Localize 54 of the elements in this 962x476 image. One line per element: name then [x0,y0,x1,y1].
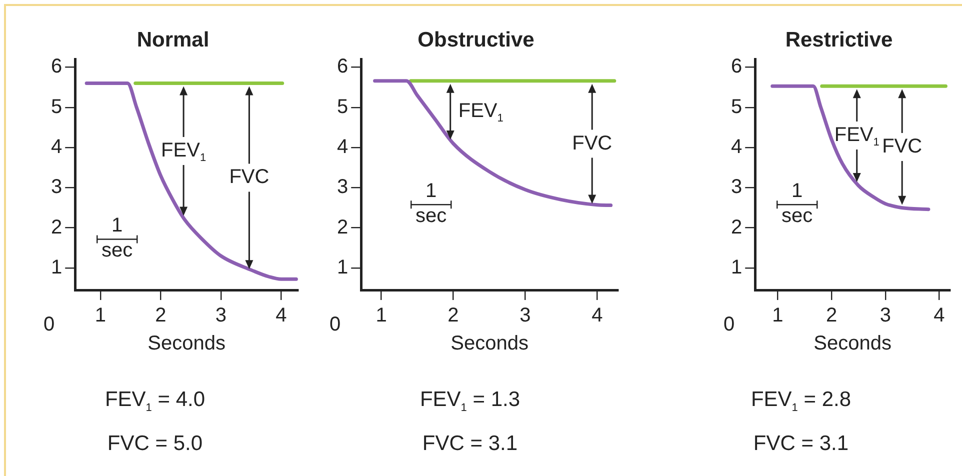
y-tick-label: 3 [51,176,62,198]
text: FVC = 3.1 [753,432,849,456]
chart-title: Normal [136,28,210,52]
text: 0 [44,314,55,336]
y-tick-label: 3 [731,176,742,198]
x-tick-label: 2 [155,304,166,327]
x-axis-title: Seconds [450,332,528,355]
y-tick-label: 4 [51,136,62,158]
x-tick-label: 2 [826,304,838,327]
x-tick-label: 1 [772,304,784,327]
text: FEV$_{1}$ = 1.3 [420,388,520,414]
y-tick-label: 5 [51,96,62,118]
y-tick-label: 5 [731,96,742,118]
text: 0 [330,314,341,336]
chart-title: Restrictive [785,28,893,52]
y-tick-label: 4 [731,136,742,158]
x-tick-label: 3 [520,304,531,327]
line-series [84,82,298,281]
y-tick-label: 6 [337,56,348,78]
y-tick-label: 2 [51,216,62,238]
text: FEV$_{1}$ = 2.8 [750,388,852,414]
y-tick-label: 3 [337,176,348,198]
x-tick-label: 4 [592,304,603,327]
annotation: 1 sec [782,180,813,228]
x-axis-title: Seconds [814,332,892,355]
x-tick-label: 4 [276,304,287,327]
line-series [373,79,613,208]
x-tick-label: 3 [215,304,226,327]
line-series [770,84,930,212]
y-tick-label: 4 [337,136,348,158]
text: 0 [724,314,735,336]
annotation: 1 sec [416,180,447,228]
y-tick-label: 2 [337,216,348,238]
annotation: FVC [882,136,922,158]
annotation: FVC [229,166,270,188]
x-tick-label: 1 [376,304,387,327]
x-tick-label: 4 [934,304,945,327]
y-tick-label: 1 [51,256,62,278]
annotation: FVC [572,132,612,154]
x-tick-label: 1 [94,304,106,327]
x-tick-label: 3 [880,304,891,327]
y-tick-label: 1 [731,256,742,278]
chart-title: Obstructive [418,28,534,52]
x-tick-label: 2 [448,304,459,327]
y-tick-label: 5 [337,96,348,118]
y-tick-label: 6 [51,56,62,78]
x-axis-title: Seconds [148,332,226,355]
text: FEV$_{1}$ = 4.0 [104,388,206,414]
y-tick-label: 1 [337,256,348,278]
y-tick-label: 6 [731,56,742,78]
text: FVC = 5.0 [107,432,203,456]
y-tick-label: 2 [731,216,742,238]
text: FVC = 3.1 [422,432,518,456]
annotation: 1 sec [102,214,133,262]
